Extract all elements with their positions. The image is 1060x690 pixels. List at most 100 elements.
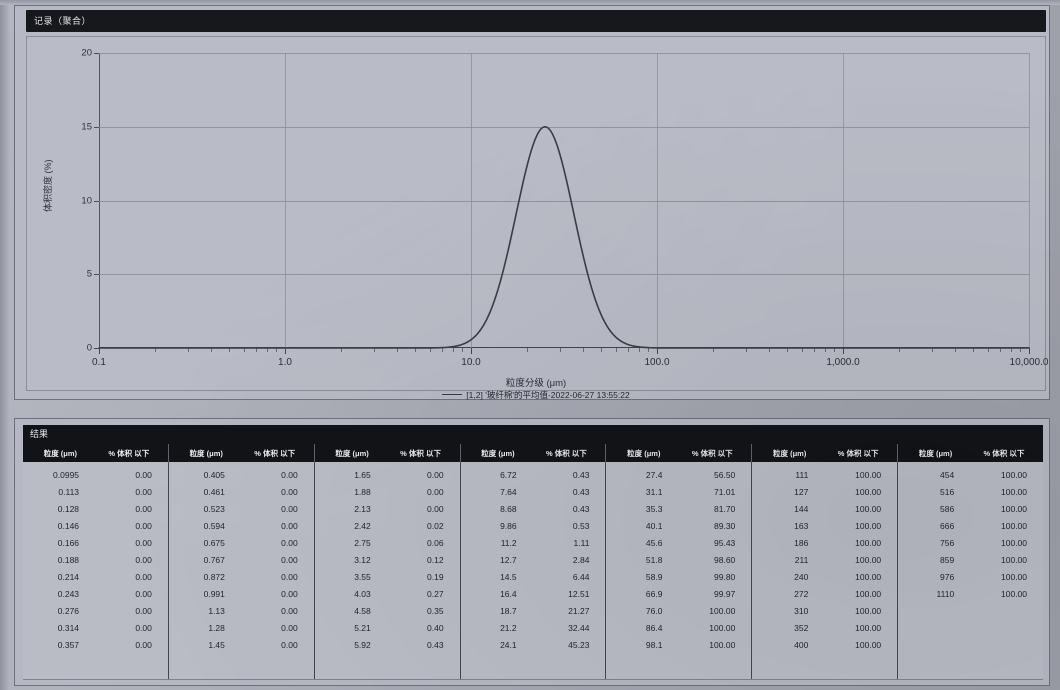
table-row: 51.8 98.60: [606, 552, 751, 569]
table-row: 4.58 0.35: [315, 603, 460, 620]
table-row: 0.128 0.00: [23, 501, 168, 518]
table-row: 27.4 56.50: [606, 467, 751, 484]
cell-size: 9.86: [500, 521, 517, 531]
cell-size: 0.357: [57, 640, 80, 650]
cell-percent: 0.06: [427, 538, 444, 548]
table-row: 40.1 89.30: [606, 518, 751, 535]
table-row: 0.991 0.00: [169, 586, 314, 603]
cell-size: 0.675: [203, 538, 225, 548]
x-tick-mark-minor: [415, 348, 416, 352]
table-row: 1110 100.00: [898, 586, 1043, 603]
table-row: 211 100.00: [752, 552, 897, 569]
y-axis-title: 体积密度 (%): [43, 159, 53, 213]
results-title: 结果: [23, 425, 1043, 444]
cell-percent: 0.00: [281, 640, 298, 650]
cell-size: 35.3: [645, 504, 663, 514]
table-row: 111 100.00: [752, 467, 897, 484]
header-size: 粒度 (μm): [189, 448, 223, 458]
x-tick-mark: [1029, 348, 1030, 354]
x-tick-mark-minor: [210, 348, 212, 352]
y-tick-label: 10: [81, 195, 92, 206]
header-size: 粒度 (μm): [918, 448, 953, 458]
cell-percent: 100.00: [855, 470, 882, 480]
cell-percent: 100.00: [1001, 538, 1028, 548]
cell-size: 0.872: [203, 572, 225, 582]
cell-size: 756: [940, 538, 955, 548]
table-row: 0.767 0.00: [169, 552, 314, 569]
cell-percent: 100.00: [1001, 521, 1028, 531]
cell-percent: 0.00: [427, 487, 444, 497]
table-row: 11.2 1.11: [461, 535, 606, 552]
cell-percent: 100.00: [1001, 487, 1028, 497]
cell-percent: 0.00: [281, 521, 298, 531]
cell-size: 2.13: [354, 504, 371, 514]
y-tick-mark: [94, 274, 99, 276]
cell-percent: 45.23: [568, 640, 590, 650]
table-row: 7.64 0.43: [461, 484, 606, 501]
column-group-header: 粒度 (μm) % 体积 以下: [461, 444, 607, 462]
cell-size: 859: [940, 555, 955, 565]
x-tick-mark-minor: [229, 348, 230, 352]
y-tick-label: 5: [86, 268, 92, 280]
x-tick-mark-minor: [787, 348, 788, 352]
y-tick-label: 20: [81, 47, 92, 59]
cell-percent: 56.50: [714, 470, 736, 480]
cell-percent: 0.00: [135, 623, 152, 633]
table-row: 454 100.00: [898, 467, 1043, 484]
table-row: 98.1 100.00: [606, 637, 751, 654]
header-percent: % 体积 以下: [691, 448, 733, 458]
cell-percent: 100.00: [855, 589, 882, 599]
x-tick-mark-minor: [898, 348, 900, 352]
cell-size: 186: [794, 538, 809, 548]
grid-line: [99, 274, 1029, 276]
cell-size: 0.113: [58, 487, 80, 497]
x-tick-mark-minor: [745, 348, 747, 352]
cell-size: 66.9: [645, 589, 663, 599]
header-percent: % 体积 以下: [254, 448, 296, 458]
grid-line-vertical: [657, 53, 658, 348]
x-tick-mark: [843, 348, 844, 354]
cell-percent: 0.00: [281, 623, 298, 633]
cell-percent: 0.00: [135, 589, 152, 599]
x-tick-mark-minor: [373, 348, 375, 352]
table-row: 0.113 0.00: [23, 484, 168, 501]
table-column: 454 100.00 516 100.00 586 100.00 666 100.00 756 1…: [898, 462, 1043, 679]
cell-percent: 100.00: [855, 572, 882, 582]
x-tick-mark-minor: [1010, 348, 1012, 352]
table-row: 163 100.00: [752, 518, 897, 535]
table-row: 5.21 0.40: [315, 620, 460, 637]
y-tick-label: 15: [81, 121, 92, 133]
cell-percent: 100.00: [855, 640, 882, 650]
x-tick-mark-minor: [1000, 348, 1002, 352]
y-tick-mark: [94, 53, 99, 54]
x-tick-label: 10,000.0: [1009, 357, 1049, 368]
cell-percent: 100.00: [1001, 555, 1028, 565]
cell-size: 2.75: [354, 538, 371, 548]
table-row: 310 100.00: [752, 603, 897, 620]
cell-size: 0.128: [57, 504, 80, 514]
cell-size: 1.13: [208, 606, 225, 616]
x-tick-label: 0.1: [92, 357, 106, 368]
cell-size: 40.1: [645, 521, 663, 531]
x-tick-mark-minor: [429, 348, 431, 352]
x-tick-mark-minor: [582, 348, 584, 352]
table-row: 0.461 0.00: [169, 484, 314, 501]
cell-size: 310: [794, 606, 809, 616]
cell-percent: 0.00: [135, 504, 152, 514]
cell-percent: 100.00: [855, 521, 882, 531]
column-group-header: 粒度 (μm) % 体积 以下: [169, 444, 315, 462]
cell-percent: 6.44: [572, 572, 590, 582]
column-group-header: 粒度 (μm) % 体积 以下: [606, 444, 753, 462]
table-row: 16.4 12.51: [461, 586, 606, 603]
y-tick-mark: [94, 200, 99, 202]
x-tick-label: 1.0: [278, 357, 292, 368]
cell-percent: 100.00: [1001, 504, 1028, 514]
cell-size: 1.88: [354, 487, 371, 497]
cell-percent: 0.12: [427, 555, 444, 565]
table-row: 45.6 95.43: [606, 535, 751, 552]
table-row: 35.3 81.70: [606, 501, 751, 518]
table-row: 76.0 100.00: [606, 603, 751, 620]
cell-percent: 100.00: [709, 623, 736, 633]
cell-size: 0.214: [57, 572, 80, 582]
table-row: 6.72 0.43: [461, 467, 606, 484]
